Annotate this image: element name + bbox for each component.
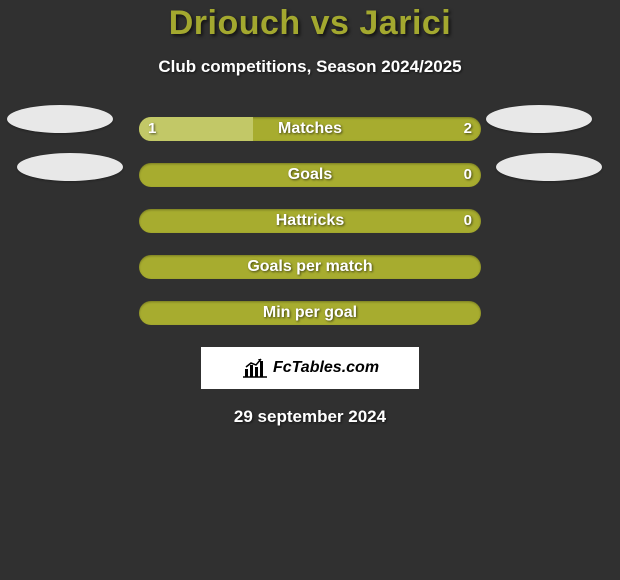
- bar-track: [139, 301, 481, 325]
- fctables-logo: FcTables.com: [201, 347, 419, 389]
- bar-right-value: 0: [464, 163, 472, 187]
- player-avatar-right: [486, 105, 592, 133]
- stat-row: Hattricks0: [0, 209, 620, 233]
- date-label: 29 september 2024: [0, 407, 620, 427]
- bar-left-value: 1: [148, 117, 156, 141]
- player-avatar-left: [17, 153, 123, 181]
- comparison-container: Driouch vs Jarici Club competitions, Sea…: [0, 0, 620, 427]
- stat-row: Goals per match: [0, 255, 620, 279]
- bar-right-value: 0: [464, 209, 472, 233]
- stat-row: Goals0: [0, 163, 620, 187]
- player-avatar-right: [496, 153, 602, 181]
- bar-track: [139, 255, 481, 279]
- bar-chart-icon: [241, 357, 269, 379]
- bar-right-value: 2: [464, 117, 472, 141]
- stat-rows: Matches12Goals0Hattricks0Goals per match…: [0, 117, 620, 325]
- player-avatar-left: [7, 105, 113, 133]
- bar-track: [139, 117, 481, 141]
- stat-row: Min per goal: [0, 301, 620, 325]
- bar-track: [139, 209, 481, 233]
- page-title: Driouch vs Jarici: [0, 4, 620, 43]
- page-subtitle: Club competitions, Season 2024/2025: [0, 57, 620, 77]
- logo-text: FcTables.com: [273, 359, 379, 377]
- stat-row: Matches12: [0, 117, 620, 141]
- bar-track: [139, 163, 481, 187]
